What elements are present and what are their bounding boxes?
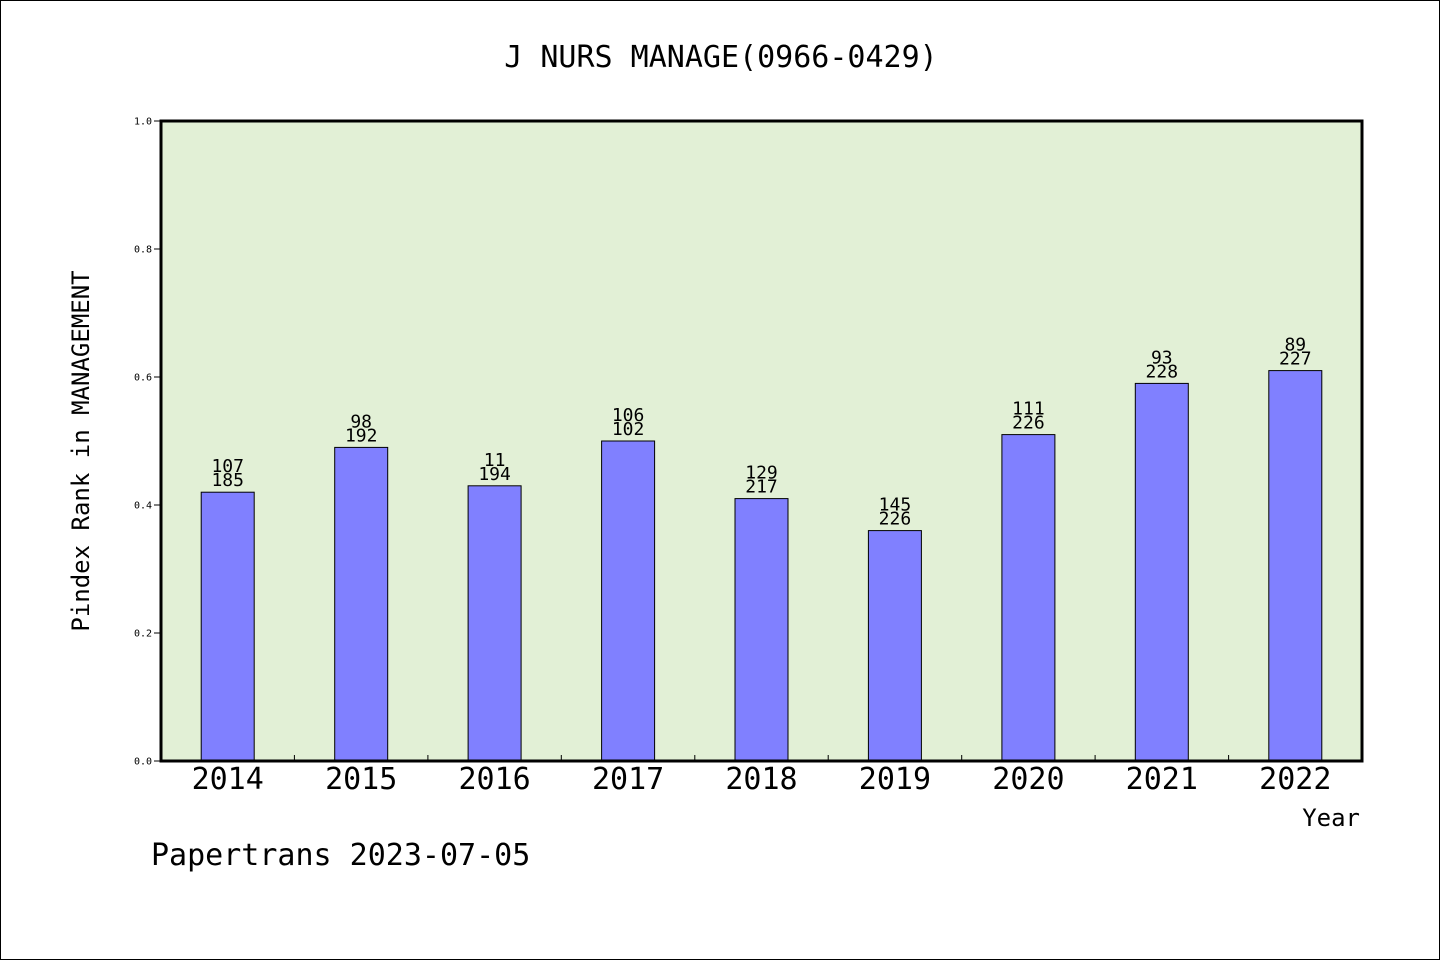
bar-label-top-2014: 107 <box>211 456 244 477</box>
y-tick-label: 0.4 <box>134 501 152 512</box>
y-tick-label: 0.0 <box>134 757 152 768</box>
x-tick-label-2016: 2016 <box>458 762 530 797</box>
bar-label-bottom-2018: 217 <box>745 477 778 498</box>
bar-label-top-2019: 145 <box>879 495 912 516</box>
x-tick-label-2022: 2022 <box>1259 762 1331 797</box>
x-axis-label: Year <box>1302 804 1360 832</box>
y-tick-label: 0.8 <box>134 245 152 256</box>
bar-2021 <box>1134 382 1189 762</box>
x-tick-label-2014: 2014 <box>192 762 264 797</box>
x-tick-label-2020: 2020 <box>992 762 1064 797</box>
bar-label-top-2015: 98 <box>350 411 372 432</box>
bar-label-top-2022: 89 <box>1284 335 1306 356</box>
y-tick-label: 1.0 <box>134 117 152 128</box>
bar-2017 <box>601 440 656 762</box>
bar-label-bottom-2017: 102 <box>612 419 645 440</box>
footer-credit: Papertrans 2023-07-05 <box>151 838 530 873</box>
bar-label-bottom-2019: 226 <box>879 509 912 530</box>
plot-border <box>159 119 1364 763</box>
bar-label-top-2017: 106 <box>612 405 645 426</box>
bar-2018 <box>734 498 789 762</box>
bar-label-bottom-2016: 194 <box>478 464 511 485</box>
x-tick-label-2017: 2017 <box>592 762 664 797</box>
bar-2016 <box>467 485 522 762</box>
bar-label-top-2018: 129 <box>745 463 778 484</box>
y-tick-label: 0.2 <box>134 629 152 640</box>
bar-label-bottom-2020: 226 <box>1012 413 1045 434</box>
x-tick-label-2015: 2015 <box>325 762 397 797</box>
x-tick-label-2018: 2018 <box>725 762 797 797</box>
bar-label-bottom-2022: 227 <box>1279 349 1312 370</box>
y-tick-label: 0.6 <box>134 373 152 384</box>
bar-label-top-2016: 11 <box>484 450 506 471</box>
y-axis-label: Pindex Rank in MANAGEMENT <box>67 270 95 631</box>
bar-2022 <box>1268 370 1323 762</box>
bar-2020 <box>1001 434 1056 762</box>
bar-label-bottom-2021: 228 <box>1146 361 1179 382</box>
bars-group: 1071859819211194106102129217145226111226… <box>200 335 1323 762</box>
bar-label-bottom-2014: 185 <box>211 470 244 491</box>
bar-2014 <box>200 491 255 762</box>
bar-label-top-2021: 93 <box>1151 347 1173 368</box>
bar-2015 <box>334 446 389 762</box>
ticks-group: 2014 2015 2016 2017 2018 2019 2020 2021 2022 0.0 0… <box>134 117 1331 798</box>
x-tick-label-2021: 2021 <box>1126 762 1198 797</box>
bar-label-bottom-2015: 192 <box>345 425 378 446</box>
chart-title: J NURS MANAGE(0966-0429) <box>504 40 937 75</box>
bar-label-top-2020: 111 <box>1012 399 1045 420</box>
x-tick-label-2019: 2019 <box>859 762 931 797</box>
bar-2019 <box>867 530 922 762</box>
